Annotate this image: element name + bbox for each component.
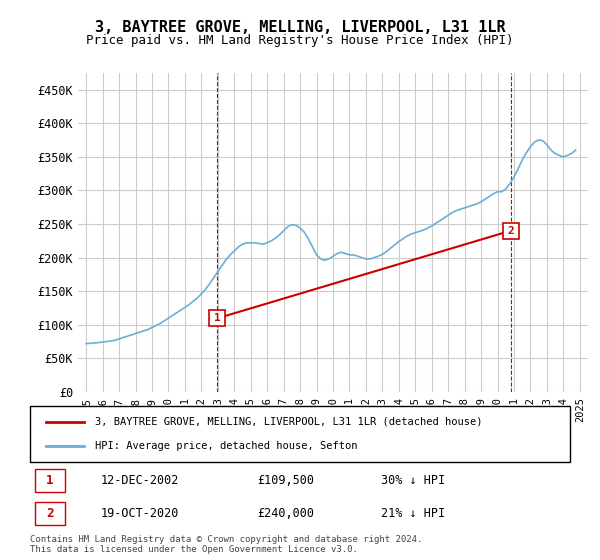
Text: 12-DEC-2002: 12-DEC-2002 [100,474,179,487]
Text: 2: 2 [46,507,54,520]
Text: 1: 1 [214,314,220,324]
Text: 3, BAYTREE GROVE, MELLING, LIVERPOOL, L31 1LR (detached house): 3, BAYTREE GROVE, MELLING, LIVERPOOL, L3… [95,417,482,427]
Text: £109,500: £109,500 [257,474,314,487]
Text: 21% ↓ HPI: 21% ↓ HPI [381,507,445,520]
Text: Price paid vs. HM Land Registry's House Price Index (HPI): Price paid vs. HM Land Registry's House … [86,34,514,46]
Text: 2: 2 [508,226,514,236]
Text: 19-OCT-2020: 19-OCT-2020 [100,507,179,520]
Text: 1: 1 [46,474,54,487]
Text: 3, BAYTREE GROVE, MELLING, LIVERPOOL, L31 1LR: 3, BAYTREE GROVE, MELLING, LIVERPOOL, L3… [95,20,505,35]
FancyBboxPatch shape [35,502,65,525]
Text: Contains HM Land Registry data © Crown copyright and database right 2024.
This d: Contains HM Land Registry data © Crown c… [30,535,422,554]
Text: 30% ↓ HPI: 30% ↓ HPI [381,474,445,487]
Text: HPI: Average price, detached house, Sefton: HPI: Average price, detached house, Seft… [95,441,358,451]
Text: £240,000: £240,000 [257,507,314,520]
FancyBboxPatch shape [30,406,570,462]
FancyBboxPatch shape [35,469,65,492]
